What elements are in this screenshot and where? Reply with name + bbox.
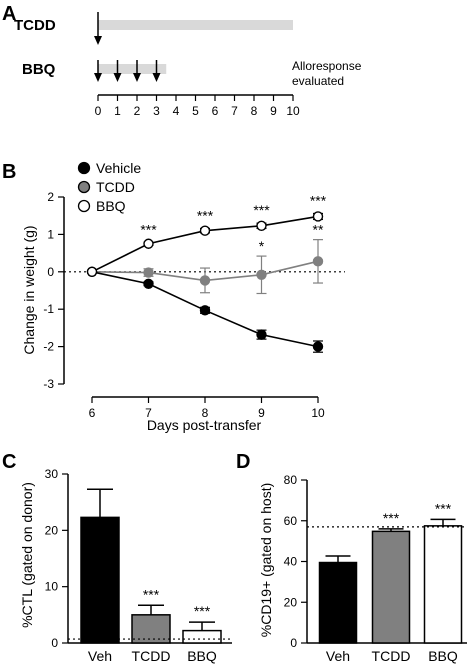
data-point-vehicle xyxy=(256,329,267,340)
y-tick-label-c: 30 xyxy=(45,467,59,481)
y-tick-label-d: 0 xyxy=(290,636,297,650)
legend-marker-bbq xyxy=(77,199,91,213)
timeline-tick-label-4: 4 xyxy=(173,104,180,118)
y-axis-title-d: %CD19+ (gated on host) xyxy=(258,483,274,637)
x-tick-label-b: 6 xyxy=(89,406,96,420)
x-tick-label-b: 8 xyxy=(202,406,209,420)
y-tick-label-d: 40 xyxy=(284,555,298,569)
panel-d-cd19-chart: %CD19+ (gated on host) 0 20 40 60 80 Veh TCDD *… xyxy=(258,473,467,664)
significance-bbq: *** xyxy=(194,603,211,619)
alloresponse-label-line1: Alloresponse xyxy=(292,59,362,73)
y-tick-label-b: -3 xyxy=(43,377,54,391)
bbq-treatment-bar xyxy=(98,64,167,74)
x-tick-label-d: TCDD xyxy=(372,648,411,664)
bar-bbq xyxy=(423,525,463,644)
data-point-tcdd xyxy=(143,267,154,278)
series-line-bbq xyxy=(91,215,319,273)
significance-bbq: *** xyxy=(140,221,157,237)
timeline-tick-label-7: 7 xyxy=(231,104,238,118)
y-tick-label-c: 10 xyxy=(45,580,59,594)
timeline-tick-label-5: 5 xyxy=(192,104,199,118)
timeline-tick-label-10: 10 xyxy=(286,104,300,118)
bbq-dose-arrowhead-0 xyxy=(94,73,102,82)
bar-bbq xyxy=(182,629,222,644)
y-tick-label-b: -2 xyxy=(43,340,54,354)
data-point-tcdd xyxy=(312,256,324,267)
significance-tcdd: *** xyxy=(143,586,160,602)
tcdd-treatment-bar xyxy=(98,20,293,30)
legend: Vehicle TCDD BBQ xyxy=(77,160,141,214)
timeline-tick-label-3: 3 xyxy=(153,104,160,118)
data-point-vehicle xyxy=(199,305,211,316)
x-tick-label-b: 9 xyxy=(258,406,265,420)
bbq-dose-arrowhead-2 xyxy=(133,73,141,82)
panel-letter-d: D xyxy=(236,451,250,473)
significance-bbq: *** xyxy=(197,207,214,223)
bar-veh xyxy=(80,516,120,644)
timeline-tick-label-8: 8 xyxy=(251,104,258,118)
legend-marker-vehicle xyxy=(77,161,91,175)
timeline-tick-label-9: 9 xyxy=(270,104,277,118)
significance-tcdd: * xyxy=(259,238,265,254)
y-tick-label-d: 60 xyxy=(284,514,298,528)
data-point-bbq xyxy=(312,211,324,222)
legend-label-bbq: BBQ xyxy=(96,198,126,214)
significance-tcdd: ** xyxy=(313,222,324,238)
panel-letter-c: C xyxy=(2,451,16,473)
panel-letter-a: A xyxy=(2,3,16,25)
significance-tcdd: *** xyxy=(383,510,400,526)
y-tick-label-d: 20 xyxy=(284,595,298,609)
data-point-tcdd xyxy=(199,275,211,286)
y-tick-label-d: 80 xyxy=(284,473,298,487)
data-point-bbq xyxy=(86,266,98,277)
bbq-dose-arrowhead-1 xyxy=(113,73,122,82)
timeline-tick-label-0: 0 xyxy=(95,104,102,118)
x-axis-title-b: Days post-transfer xyxy=(147,417,262,433)
data-point-bbq xyxy=(199,225,211,236)
x-tick-label-c: TCDD xyxy=(132,648,171,664)
bbq-label: BBQ xyxy=(22,61,56,78)
bar-veh xyxy=(318,561,358,644)
y-tick-label-c: 0 xyxy=(51,636,58,650)
data-point-vehicle xyxy=(312,341,324,352)
y-tick-label-c: 20 xyxy=(45,523,59,537)
x-tick-label-d: Veh xyxy=(326,648,350,664)
y-tick-label-b: 2 xyxy=(47,190,54,204)
significance-bbq: *** xyxy=(253,202,270,218)
tcdd-label: TCDD xyxy=(14,17,56,34)
tcdd-dose-arrowhead xyxy=(94,36,102,45)
legend-label-tcdd: TCDD xyxy=(96,179,135,195)
timeline-tick-label-2: 2 xyxy=(134,104,141,118)
panel-letter-b: B xyxy=(2,161,16,183)
y-tick-label-b: -1 xyxy=(43,302,54,316)
data-point-vehicle xyxy=(143,278,154,289)
y-axis-title-c: %CTL (gated on donor) xyxy=(19,482,35,628)
significance-bbq: *** xyxy=(435,500,452,516)
legend-marker-tcdd xyxy=(77,180,91,194)
y-tick-label-b: 1 xyxy=(47,227,54,241)
panel-b-weight-chart: Vehicle TCDD BBQ Change in weight (g) Da… xyxy=(21,160,345,433)
legend-label-vehicle: Vehicle xyxy=(96,160,141,176)
x-tick-label-c: BBQ xyxy=(187,648,217,664)
alloresponse-label-line2: evaluated xyxy=(292,74,344,88)
timeline-tick-label-6: 6 xyxy=(212,104,219,118)
bar-tcdd xyxy=(371,530,411,644)
x-tick-label-b: 7 xyxy=(145,406,152,420)
y-tick-label-b: 0 xyxy=(47,265,54,279)
significance-bbq: *** xyxy=(310,192,327,208)
bar-tcdd xyxy=(131,614,171,644)
x-tick-label-d: BBQ xyxy=(428,648,458,664)
data-point-tcdd xyxy=(256,269,267,280)
x-tick-label-c: Veh xyxy=(88,648,112,664)
data-point-bbq xyxy=(143,238,154,249)
panel-c-ctl-chart: %CTL (gated on donor) 0 10 20 30 Veh TCDD *** B… xyxy=(19,467,232,664)
y-axis-title-b: Change in weight (g) xyxy=(21,225,37,354)
bbq-dose-arrowhead-3 xyxy=(152,73,161,82)
x-tick-label-b: 10 xyxy=(311,406,325,420)
timeline-tick-label-1: 1 xyxy=(114,104,121,118)
data-point-bbq xyxy=(256,220,267,231)
